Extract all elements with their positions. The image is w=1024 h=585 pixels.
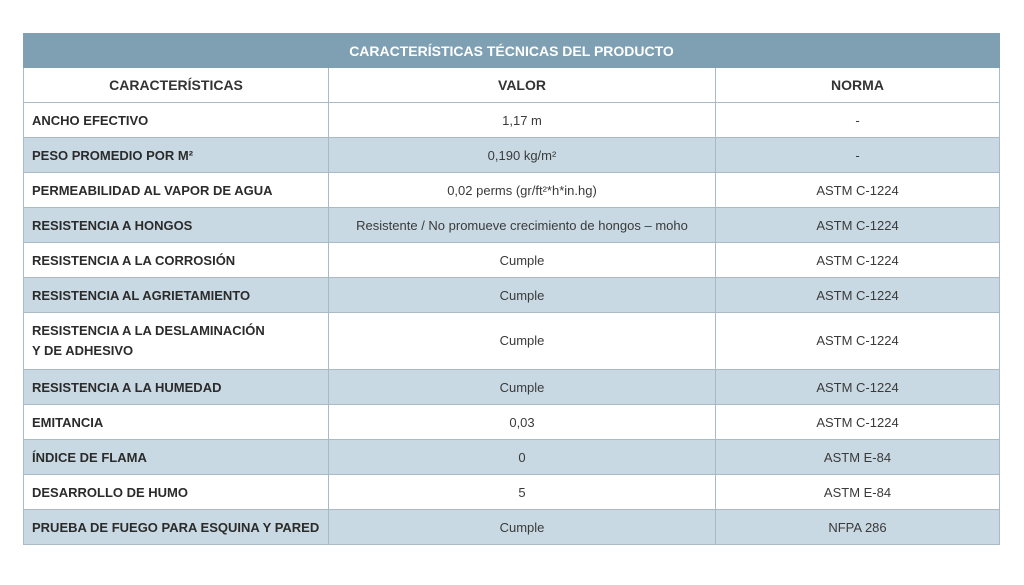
row-standard: ASTM C-1224 — [715, 242, 1000, 278]
row-value: Cumple — [328, 509, 716, 545]
row-characteristic: RESISTENCIA A HONGOS — [23, 207, 329, 243]
technical-specs-table-container: CARACTERÍSTICAS TÉCNICAS DEL PRODUCTO CA… — [23, 33, 1000, 545]
table-title: CARACTERÍSTICAS TÉCNICAS DEL PRODUCTO — [23, 33, 1000, 68]
table-row: RESISTENCIA AL AGRIETAMIENTO Cumple ASTM… — [23, 277, 1000, 313]
table-row: ÍNDICE DE FLAMA 0 ASTM E-84 — [23, 439, 1000, 475]
row-standard: - — [715, 137, 1000, 173]
row-characteristic: RESISTENCIA A LA CORROSIÓN — [23, 242, 329, 278]
technical-specs-table: CARACTERÍSTICAS TÉCNICAS DEL PRODUCTO CA… — [23, 33, 1000, 545]
table-row: PESO PROMEDIO POR M² 0,190 kg/m² - — [23, 137, 1000, 173]
table-header-row: CARACTERÍSTICAS VALOR NORMA — [23, 67, 1000, 103]
row-characteristic: PERMEABILIDAD AL VAPOR DE AGUA — [23, 172, 329, 208]
row-characteristic: RESISTENCIA AL AGRIETAMIENTO — [23, 277, 329, 313]
row-value: 0,03 — [328, 404, 716, 440]
table-row: RESISTENCIA A HONGOS Resistente / No pro… — [23, 207, 1000, 243]
row-standard: - — [715, 102, 1000, 138]
table-row: ANCHO EFECTIVO 1,17 m - — [23, 102, 1000, 138]
row-standard: ASTM E-84 — [715, 439, 1000, 475]
row-standard: ASTM C-1224 — [715, 312, 1000, 370]
row-value: 1,17 m — [328, 102, 716, 138]
row-standard: ASTM E-84 — [715, 474, 1000, 510]
row-value: Resistente / No promueve crecimiento de … — [328, 207, 716, 243]
table-row: PRUEBA DE FUEGO PARA ESQUINA Y PARED Cum… — [23, 509, 1000, 545]
row-standard: ASTM C-1224 — [715, 172, 1000, 208]
row-standard: ASTM C-1224 — [715, 277, 1000, 313]
row-characteristic-line2: Y DE ADHESIVO — [32, 343, 134, 358]
row-characteristic-line1: RESISTENCIA A LA DESLAMINACIÓN — [32, 323, 265, 338]
table-row: RESISTENCIA A LA DESLAMINACIÓN Y DE ADHE… — [23, 312, 1000, 370]
table-row: RESISTENCIA A LA CORROSIÓN Cumple ASTM C… — [23, 242, 1000, 278]
row-standard: NFPA 286 — [715, 509, 1000, 545]
row-value: Cumple — [328, 369, 716, 405]
row-value: 5 — [328, 474, 716, 510]
row-value: Cumple — [328, 242, 716, 278]
row-value: Cumple — [328, 277, 716, 313]
header-caracteristicas: CARACTERÍSTICAS — [23, 67, 329, 103]
row-standard: ASTM C-1224 — [715, 207, 1000, 243]
row-value: 0,190 kg/m² — [328, 137, 716, 173]
row-characteristic: ÍNDICE DE FLAMA — [23, 439, 329, 475]
table-row: PERMEABILIDAD AL VAPOR DE AGUA 0,02 perm… — [23, 172, 1000, 208]
row-characteristic: PESO PROMEDIO POR M² — [23, 137, 329, 173]
row-value: 0,02 perms (gr/ft²*h*in.hg) — [328, 172, 716, 208]
row-value: 0 — [328, 439, 716, 475]
row-value: Cumple — [328, 312, 716, 370]
row-standard: ASTM C-1224 — [715, 369, 1000, 405]
table-row: EMITANCIA 0,03 ASTM C-1224 — [23, 404, 1000, 440]
row-characteristic: PRUEBA DE FUEGO PARA ESQUINA Y PARED — [23, 509, 329, 545]
row-characteristic: ANCHO EFECTIVO — [23, 102, 329, 138]
row-characteristic: DESARROLLO DE HUMO — [23, 474, 329, 510]
row-standard: ASTM C-1224 — [715, 404, 1000, 440]
row-characteristic: RESISTENCIA A LA DESLAMINACIÓN Y DE ADHE… — [23, 312, 329, 370]
row-characteristic: EMITANCIA — [23, 404, 329, 440]
table-title-row: CARACTERÍSTICAS TÉCNICAS DEL PRODUCTO — [23, 33, 1000, 68]
table-row: RESISTENCIA A LA HUMEDAD Cumple ASTM C-1… — [23, 369, 1000, 405]
header-valor: VALOR — [328, 67, 716, 103]
row-characteristic: RESISTENCIA A LA HUMEDAD — [23, 369, 329, 405]
header-norma: NORMA — [715, 67, 1000, 103]
table-row: DESARROLLO DE HUMO 5 ASTM E-84 — [23, 474, 1000, 510]
